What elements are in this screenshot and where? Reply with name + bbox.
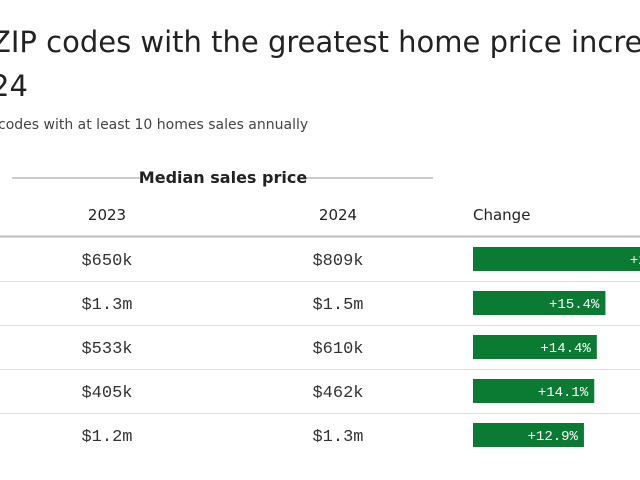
cell: $610k [312, 340, 363, 359]
cell: $1.2m [81, 428, 132, 447]
cell: $533k [81, 340, 132, 359]
column-header: Change [473, 206, 530, 224]
column-header: 2024 [319, 206, 357, 224]
title-line: ZIP codes with the greatest home price i… [0, 25, 640, 59]
cell: $809k [312, 252, 363, 271]
cell: $1.3m [81, 296, 132, 315]
cell: $1.5m [312, 296, 363, 315]
change-label: +15.4% [549, 297, 600, 313]
change-label: +24.8% [630, 253, 640, 269]
change-bar [473, 335, 597, 359]
cell: $405k [81, 384, 132, 403]
change-bar [473, 291, 606, 315]
group-header: Median sales price [139, 168, 308, 187]
change-label: +14.1% [538, 385, 589, 401]
column-header: 2023 [88, 206, 126, 224]
change-label: +12.9% [528, 429, 579, 445]
cell: $650k [81, 252, 132, 271]
change-bar [473, 423, 584, 447]
change-label: +14.4% [540, 341, 591, 357]
change-bar [473, 247, 640, 271]
cell: $1.3m [312, 428, 363, 447]
change-bar [473, 379, 595, 403]
title-line: 24 [0, 69, 28, 103]
cell: $462k [312, 384, 363, 403]
subtitle: codes with at least 10 homes sales annua… [0, 117, 308, 133]
